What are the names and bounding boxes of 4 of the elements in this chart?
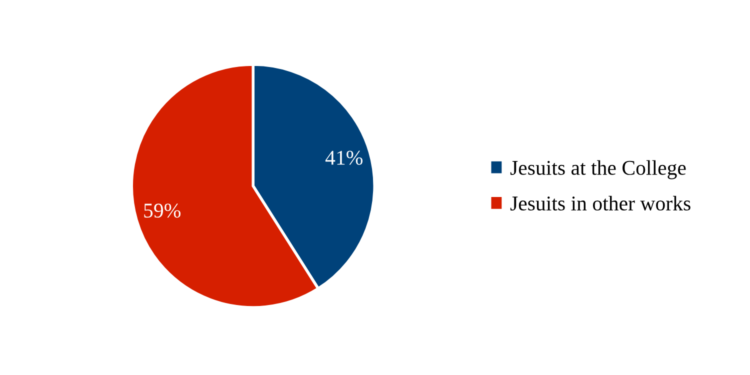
legend-label: Jesuits in other works — [510, 196, 690, 211]
data-label: 59% — [144, 204, 180, 218]
legend-label: Jesuits at the College — [510, 160, 686, 180]
data-label: 41% — [325, 150, 363, 165]
